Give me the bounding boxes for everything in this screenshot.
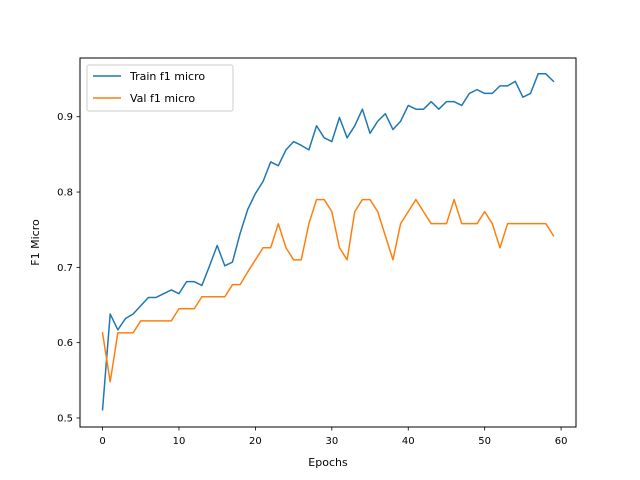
series-layer [101, 73, 555, 411]
legend: Train f1 micro Val f1 micro [86, 64, 234, 112]
legend-box [86, 64, 234, 112]
y-axis-title: F1 Micro [29, 219, 42, 266]
series-line-train [101, 73, 555, 411]
legend-label-val: Val f1 micro [130, 92, 195, 105]
y-tick-label: 0.8 [57, 188, 73, 199]
x-tick-label: 0 [99, 436, 105, 447]
axes-frame [79, 57, 577, 428]
x-tick-label: 10 [173, 436, 186, 447]
x-axis-title: Epochs [308, 456, 348, 469]
y-tick-label: 0.6 [57, 338, 73, 349]
x-tick-label: 60 [555, 436, 568, 447]
y-axis-ticks: 0.5 0.6 0.7 0.8 0.9 [57, 112, 80, 424]
legend-label-train: Train f1 micro [129, 70, 205, 83]
series-line-val [101, 198, 555, 383]
x-axis-ticks: 0 10 20 30 40 50 60 [99, 427, 567, 447]
x-tick-label: 30 [325, 436, 338, 447]
x-tick-label: 50 [478, 436, 491, 447]
x-tick-label: 40 [402, 436, 415, 447]
y-tick-label: 0.9 [57, 112, 73, 123]
y-tick-label: 0.7 [57, 263, 73, 274]
y-tick-label: 0.5 [57, 413, 73, 424]
x-tick-label: 20 [249, 436, 262, 447]
